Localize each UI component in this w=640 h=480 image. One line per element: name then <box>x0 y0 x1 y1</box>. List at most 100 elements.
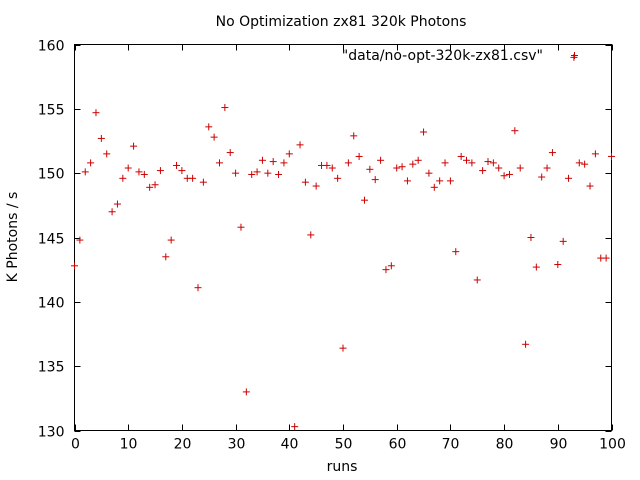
data-point <box>489 159 497 167</box>
data-point <box>532 263 540 271</box>
y-tick-label: 155 <box>38 103 65 119</box>
data-point <box>575 159 583 167</box>
data-point <box>296 141 304 149</box>
data-point <box>210 133 218 141</box>
data-point <box>301 178 309 186</box>
data-point <box>425 169 433 177</box>
data-point <box>538 173 546 181</box>
data-point <box>103 150 111 158</box>
data-point <box>232 169 240 177</box>
x-tick-label: 0 <box>71 437 80 453</box>
data-point <box>350 132 358 140</box>
data-point <box>135 168 143 176</box>
data-point <box>473 276 481 284</box>
data-point <box>570 53 578 61</box>
data-point <box>97 134 105 142</box>
legend-label: "data/no-opt-320k-zx81.csv" <box>342 48 543 64</box>
data-point <box>559 237 567 245</box>
data-point <box>479 167 487 175</box>
data-point <box>189 174 197 182</box>
data-point <box>441 159 449 167</box>
data-points <box>71 53 615 431</box>
y-tick-label: 130 <box>38 425 65 441</box>
data-point <box>409 160 417 168</box>
data-point <box>457 152 465 160</box>
x-tick-label: 20 <box>174 437 192 453</box>
data-point <box>398 163 406 171</box>
data-point <box>565 174 573 182</box>
data-point <box>291 423 299 431</box>
data-point <box>215 159 223 167</box>
data-point <box>140 170 148 178</box>
data-point <box>119 174 127 182</box>
data-point <box>387 262 395 270</box>
data-point <box>130 142 138 150</box>
data-point <box>199 178 207 186</box>
data-point <box>151 181 159 189</box>
x-tick-label: 100 <box>599 437 626 453</box>
data-point <box>253 168 261 176</box>
y-tick-label: 140 <box>38 296 65 312</box>
data-point <box>382 266 390 274</box>
data-point <box>554 261 562 269</box>
data-point <box>328 164 336 172</box>
y-tick-label: 150 <box>38 167 65 183</box>
data-point <box>468 159 476 167</box>
data-point <box>178 167 186 175</box>
y-tick-label: 160 <box>38 39 65 55</box>
data-point <box>452 248 460 256</box>
data-point <box>221 104 229 112</box>
data-point <box>248 170 256 178</box>
x-tick-label: 50 <box>335 437 353 453</box>
y-axis-label: K Photons / s <box>5 192 21 283</box>
data-point <box>285 150 293 158</box>
data-point <box>543 164 551 172</box>
data-point <box>414 156 422 164</box>
data-point <box>436 177 444 185</box>
data-point <box>403 177 411 185</box>
legend-marker <box>571 52 578 59</box>
data-point <box>124 164 132 172</box>
data-point <box>586 182 594 190</box>
x-tick-label: 70 <box>442 437 460 453</box>
data-point <box>87 159 95 167</box>
data-point <box>527 234 535 241</box>
x-tick-label: 10 <box>120 437 138 453</box>
data-point <box>500 172 508 180</box>
data-point <box>156 167 164 175</box>
data-point <box>484 158 492 166</box>
data-point <box>205 123 213 131</box>
data-point <box>548 149 556 157</box>
data-point <box>76 236 84 244</box>
x-tick-label: 40 <box>281 437 299 453</box>
legend: "data/no-opt-320k-zx81.csv" <box>342 48 578 64</box>
data-point <box>307 231 315 239</box>
data-point <box>505 170 513 178</box>
data-point <box>194 284 202 292</box>
data-point <box>81 168 89 176</box>
data-point <box>334 174 342 182</box>
data-point <box>167 236 175 244</box>
data-point <box>242 388 250 396</box>
data-point <box>264 169 272 177</box>
y-axis-tick-labels: 130 135 140 145 150 155 160 <box>38 39 65 441</box>
data-point <box>608 152 615 160</box>
data-point <box>511 127 519 135</box>
data-point <box>146 183 154 191</box>
data-point <box>393 164 401 172</box>
axis-ticks <box>74 44 613 432</box>
data-point <box>355 152 363 160</box>
data-point <box>495 164 503 172</box>
data-point <box>339 344 347 352</box>
data-point <box>108 208 116 216</box>
data-point <box>312 182 320 190</box>
data-point <box>516 164 524 172</box>
data-point <box>522 340 530 348</box>
x-tick-label: 90 <box>550 437 568 453</box>
x-axis-label: runs <box>327 459 358 475</box>
data-point <box>323 161 331 169</box>
data-point <box>344 159 352 167</box>
data-point <box>581 160 589 168</box>
data-point <box>377 156 385 164</box>
data-point <box>366 165 374 173</box>
